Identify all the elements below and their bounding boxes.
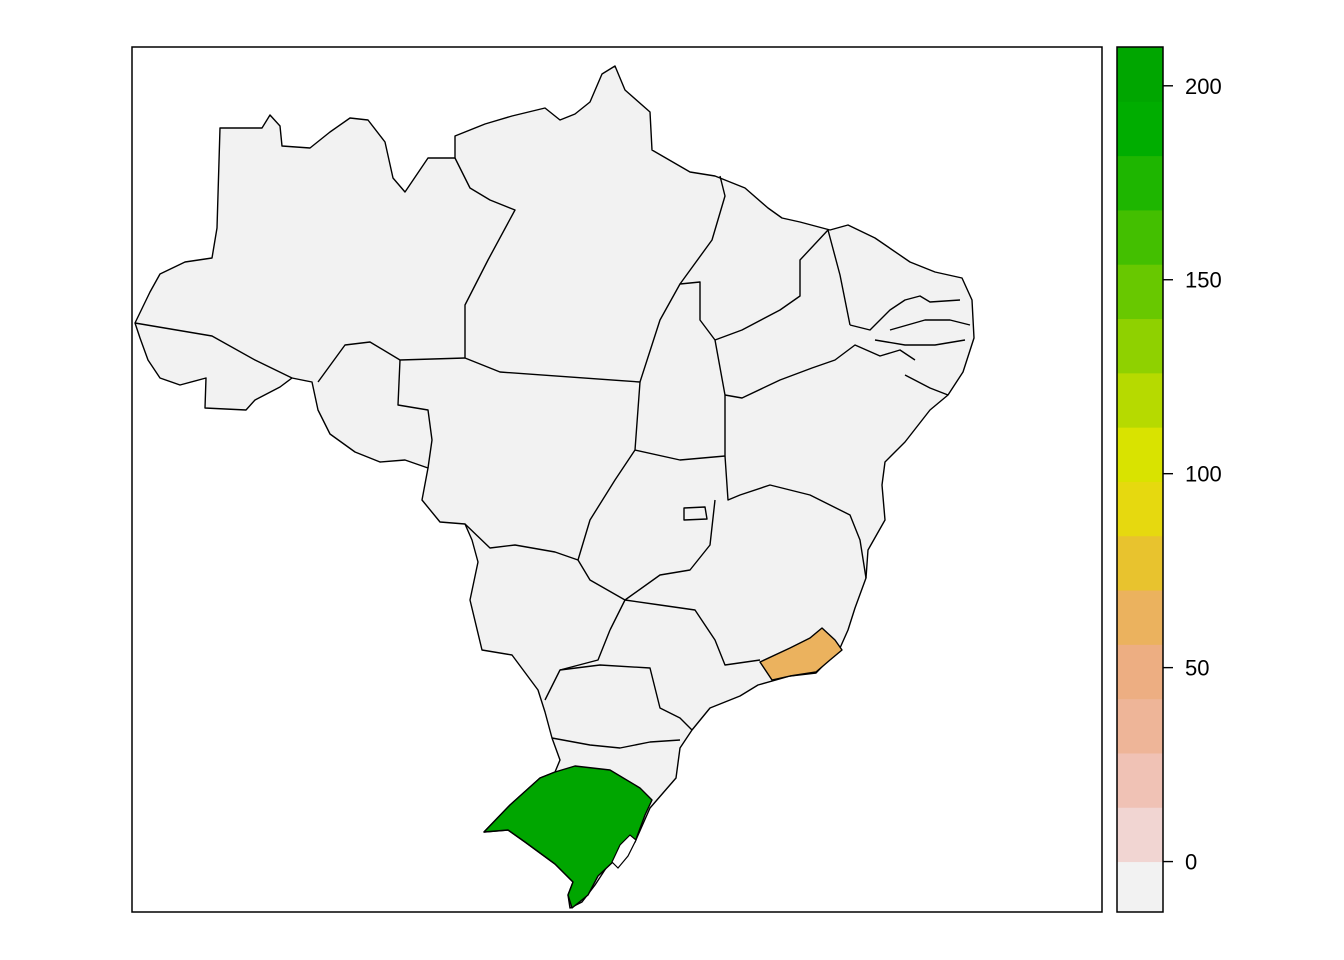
legend-bin-4 bbox=[1117, 644, 1163, 700]
legend-frame bbox=[1116, 46, 1164, 913]
legend-bin-0 bbox=[1117, 861, 1163, 913]
legend-bin-11 bbox=[1117, 264, 1163, 320]
state-borders bbox=[134, 157, 971, 749]
brazil-map bbox=[134, 65, 975, 909]
legend-bin-15 bbox=[1117, 47, 1163, 102]
legend-tick-label: 0 bbox=[1185, 850, 1197, 875]
legend-tick-label: 50 bbox=[1185, 656, 1209, 681]
legend-bin-14 bbox=[1117, 101, 1163, 157]
federal-district bbox=[683, 506, 708, 521]
legend-bin-13 bbox=[1117, 155, 1163, 211]
legend-bin-6 bbox=[1117, 535, 1163, 591]
legend-bin-1 bbox=[1117, 807, 1163, 863]
legend-bin-12 bbox=[1117, 209, 1163, 265]
legend-bin-10 bbox=[1117, 318, 1163, 374]
legend-tick-label: 100 bbox=[1185, 462, 1222, 487]
country-outline bbox=[134, 65, 975, 909]
legend-bin-2 bbox=[1117, 752, 1163, 808]
lagoon bbox=[611, 834, 637, 869]
region-highlight-orange bbox=[759, 627, 843, 681]
color-legend: 0 50 100 150 200 bbox=[1116, 46, 1222, 913]
legend-bin-7 bbox=[1117, 481, 1163, 537]
legend-tick-label: 150 bbox=[1185, 268, 1222, 293]
legend-bin-5 bbox=[1117, 590, 1163, 645]
legend-bin-9 bbox=[1117, 372, 1163, 428]
legend-tick-label: 200 bbox=[1185, 74, 1222, 99]
legend-bin-3 bbox=[1117, 698, 1163, 754]
legend-bin-8 bbox=[1117, 427, 1163, 482]
